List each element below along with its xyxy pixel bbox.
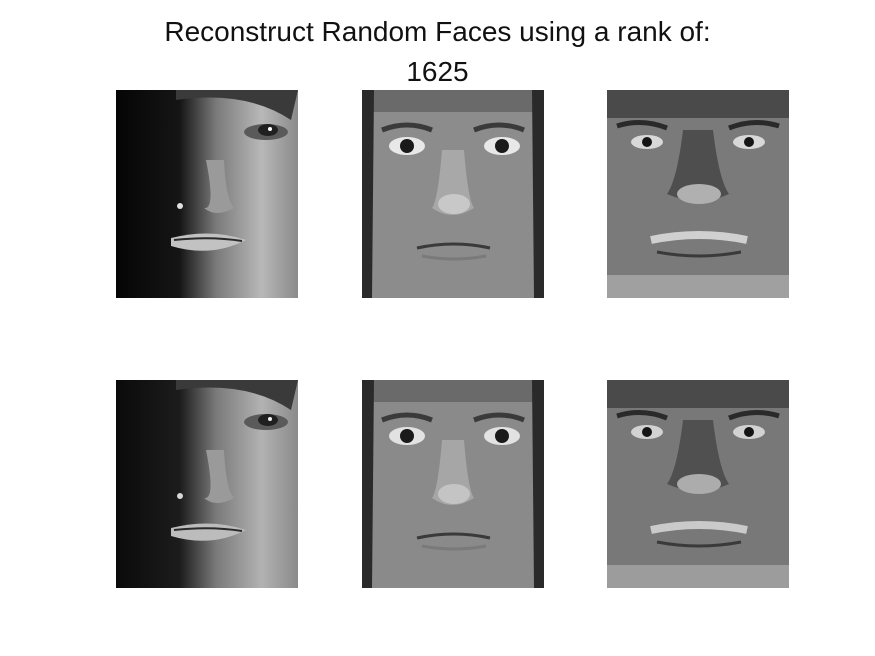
original-face-2 [362,90,544,298]
original-face-3 [607,90,789,298]
reconstructed-face-1 [116,380,298,588]
face-image-top-lit [607,380,789,588]
figure-title-line1: Reconstruct Random Faces using a rank of… [164,16,711,47]
face-image-side-lit [116,90,298,298]
reconstructed-face-3 [607,380,789,588]
reconstructed-face-2 [362,380,544,588]
face-image-frontal [362,380,544,588]
face-image-side-lit [116,380,298,588]
face-image-frontal [362,90,544,298]
face-image-top-lit [607,90,789,298]
original-face-1 [116,90,298,298]
figure-title-rank-value: 1625 [406,56,469,87]
